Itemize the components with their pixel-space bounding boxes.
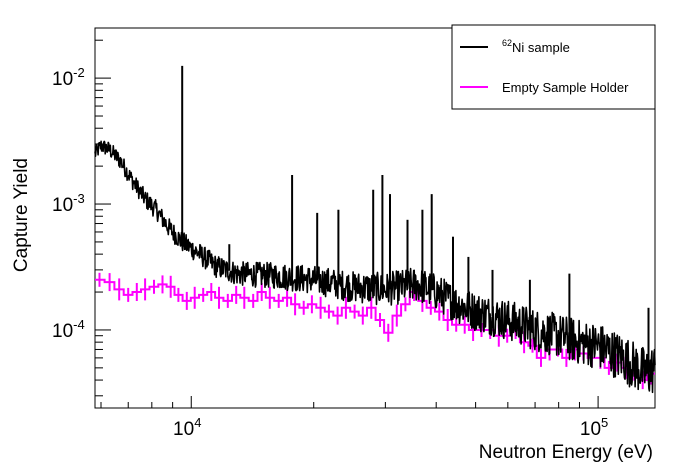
y-tick-label-exponent: -2 [73,65,85,80]
x-tick-label: 104 [173,415,201,440]
legend-label-ni-superscript: 62 [502,38,512,48]
data-layer [94,65,656,394]
series-ni-sample-line [94,140,656,394]
legend-label-ni-sample: 62Ni sample [502,38,570,55]
y-tick-label-exponent: -4 [73,317,85,332]
plot-frame [94,27,656,409]
y-tick-label: 10-2 [52,65,85,90]
x-tick-label-exponent: 4 [194,415,201,430]
x-tick-label-base: 10 [580,419,601,440]
y-tick-label-base: 10 [52,321,73,342]
x-tick-label-exponent: 5 [601,415,608,430]
y-tick-label-exponent: -3 [73,191,85,206]
legend-box [451,24,656,110]
legend-label-empty-holder: Empty Sample Holder [502,80,629,95]
x-tick-label-base: 10 [173,419,194,440]
y-tick-label-base: 10 [52,195,73,216]
y-tick-label-base: 10 [52,69,73,90]
x-tick-label: 105 [580,415,608,440]
y-tick-label: 10-3 [52,191,85,216]
legend: 62Ni sample Empty Sample Holder [451,24,656,110]
y-axis-title: Capture Yield [11,158,32,272]
x-axis-title: Neutron Energy (eV) [479,442,653,463]
y-tick-label: 10-4 [52,317,85,342]
legend-label-ni-text: Ni sample [512,40,570,55]
